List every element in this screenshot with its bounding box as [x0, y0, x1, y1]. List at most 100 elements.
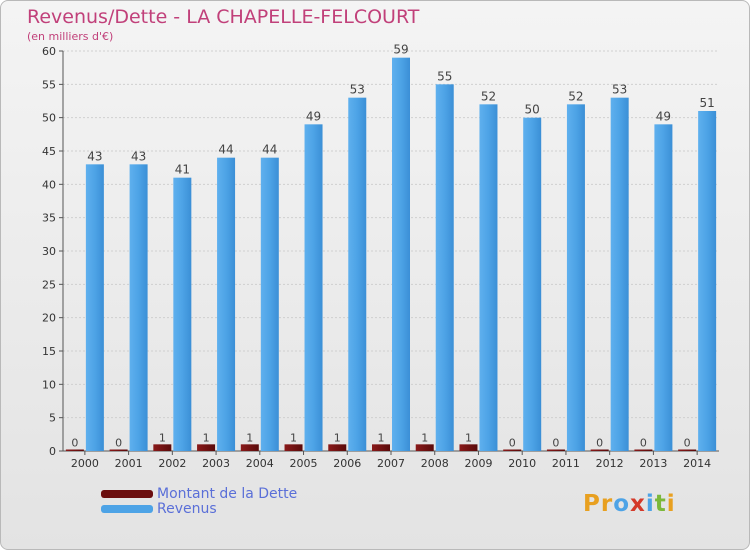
- x-tick-label: 2000: [71, 457, 99, 470]
- x-tick-label: 2014: [683, 457, 711, 470]
- data-label-dette: 1: [465, 431, 472, 444]
- data-label-revenus: 44: [262, 143, 277, 157]
- bar-dette: [109, 449, 128, 451]
- data-label-revenus: 41: [175, 163, 190, 177]
- y-tick-label: 0: [49, 445, 56, 458]
- y-tick-label: 5: [49, 412, 56, 425]
- data-label-revenus: 55: [437, 69, 452, 83]
- data-label-revenus: 44: [218, 143, 233, 157]
- data-label-revenus: 53: [612, 83, 627, 97]
- legend-label-revenus: Revenus: [157, 501, 217, 517]
- grid-lines: [63, 50, 719, 452]
- data-label-dette: 0: [596, 437, 603, 450]
- y-tick-label: 30: [42, 245, 56, 258]
- bar-revenus: [217, 157, 236, 451]
- data-label-dette: 1: [421, 431, 428, 444]
- bar-revenus: [479, 104, 498, 451]
- data-label-revenus: 50: [525, 103, 540, 117]
- x-tick-label: 2006: [333, 457, 361, 470]
- bar-dette: [503, 449, 522, 451]
- data-label-revenus: 43: [87, 149, 102, 163]
- bar-revenus: [129, 164, 148, 452]
- y-tick-label: 25: [42, 278, 56, 291]
- data-label-revenus: 52: [568, 89, 583, 103]
- y-tick-label: 40: [42, 178, 56, 191]
- bar-dette: [284, 444, 303, 451]
- y-tick-label: 10: [42, 378, 56, 391]
- data-label-revenus: 49: [306, 109, 321, 123]
- data-label-dette: 0: [71, 437, 78, 450]
- bar-revenus: [698, 111, 717, 451]
- bar-revenus: [173, 177, 192, 451]
- x-tick-label: 2009: [464, 457, 492, 470]
- chart-title: Revenus/Dette - LA CHAPELLE-FELCOURT: [27, 6, 420, 28]
- bar-revenus: [348, 97, 367, 452]
- data-label-revenus: 52: [481, 89, 496, 103]
- x-tick-label: 2004: [246, 457, 274, 470]
- legend-swatch-dette: [101, 490, 153, 498]
- data-labels: 0 43 0 43 1 41 1 44 1 44 1 49 1 53 1 59 1 55 1 52 0 50 0 52 0 53 0…: [71, 43, 714, 450]
- data-label-dette: 1: [159, 431, 166, 444]
- legend-swatch-revenus: [101, 505, 153, 513]
- logo-letter: x: [630, 491, 646, 517]
- data-label-revenus: 49: [656, 109, 671, 123]
- logo-letter: i: [645, 491, 655, 517]
- bar-revenus: [566, 104, 585, 451]
- logo-letter: i: [666, 491, 676, 517]
- logo-letter: t: [654, 491, 667, 517]
- y-tick-label: 45: [42, 145, 56, 158]
- bar-revenus: [435, 84, 454, 451]
- x-tick-label: 2007: [377, 457, 405, 470]
- logo-letter: r: [600, 491, 614, 517]
- bar-dette: [65, 449, 84, 451]
- x-tick-label: 2003: [202, 457, 230, 470]
- bars: [65, 57, 717, 452]
- data-label-dette: 1: [203, 431, 210, 444]
- legend-item-revenus: Revenus: [101, 501, 217, 517]
- y-tick-label: 35: [42, 212, 56, 225]
- x-tick-label: 2011: [552, 457, 580, 470]
- logo-letter: P: [583, 491, 601, 517]
- data-label-revenus: 51: [699, 96, 714, 110]
- bar-dette: [590, 449, 609, 451]
- data-label-dette: 1: [246, 431, 253, 444]
- data-label-dette: 0: [684, 437, 691, 450]
- data-label-dette: 1: [290, 431, 297, 444]
- bar-revenus: [523, 117, 542, 452]
- bar-revenus: [85, 164, 104, 452]
- bar-dette: [678, 449, 697, 451]
- x-tick-label: 2005: [290, 457, 318, 470]
- logo-letter: o: [613, 491, 631, 517]
- y-tick-label: 20: [42, 312, 56, 325]
- legend-label-dette: Montant de la Dette: [157, 486, 298, 502]
- x-tick-label: 2008: [421, 457, 449, 470]
- proxiti-logo: Proxiti: [583, 491, 676, 517]
- bar-dette: [634, 449, 653, 451]
- data-label-revenus: 43: [131, 149, 146, 163]
- data-label-dette: 0: [640, 437, 647, 450]
- bar-dette: [328, 444, 347, 451]
- y-tick-label: 60: [42, 45, 56, 58]
- x-tick-label: 2013: [639, 457, 667, 470]
- data-label-revenus: 53: [350, 83, 365, 97]
- bar-dette: [153, 444, 172, 451]
- y-tick-label: 15: [42, 345, 56, 358]
- data-label-dette: 0: [509, 437, 516, 450]
- bar-revenus: [654, 124, 673, 451]
- data-label-dette: 1: [334, 431, 341, 444]
- data-label-dette: 0: [552, 437, 559, 450]
- bar-revenus: [610, 97, 629, 452]
- x-tick-label: 2001: [115, 457, 143, 470]
- bar-revenus: [304, 124, 323, 451]
- x-tick-label: 2002: [158, 457, 186, 470]
- y-tick-label: 50: [42, 112, 56, 125]
- bar-dette: [197, 444, 216, 451]
- bar-revenus: [392, 57, 410, 452]
- data-label-revenus: 59: [393, 43, 408, 57]
- bar-dette: [459, 444, 478, 451]
- legend-item-dette: Montant de la Dette: [101, 486, 297, 502]
- bar-dette: [546, 449, 565, 451]
- bar-revenus: [260, 157, 279, 451]
- x-tick-label: 2010: [508, 457, 536, 470]
